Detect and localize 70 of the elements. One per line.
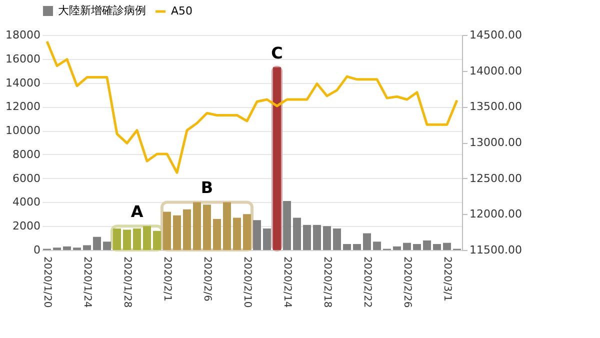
bar [123,230,131,250]
bar [193,202,201,250]
x-tick-label: 2020/2/18 [322,256,332,308]
bar [303,224,311,250]
y2-tick-label: 14500.00 [470,28,522,42]
bar [343,244,351,250]
x-tick-label: 2020/2/10 [242,256,252,308]
bar [93,236,101,250]
y-tick-label: 18000 [6,28,40,42]
bar [223,202,231,250]
bar [443,242,451,250]
y2-tick-label: 13000.00 [470,136,522,149]
x-tick-label: 2020/1/28 [122,256,132,308]
bar [133,228,141,250]
x-tick-label: 2020/2/22 [362,256,372,308]
y2-tick-label: 12000.00 [470,208,522,221]
bar [413,244,421,250]
x-tick-label: 2020/1/24 [82,256,92,308]
bar [323,226,331,250]
y-tick-label: 8000 [12,148,40,161]
annotation: A [130,202,144,222]
bar [393,246,401,250]
bar [253,220,261,250]
bar [353,244,361,250]
legend-label: A50 [171,4,193,18]
bar [423,240,431,250]
y-tick-label: 4000 [12,196,40,209]
bar [203,204,211,250]
bar [433,244,441,250]
x-tick-label: 2020/2/6 [202,256,212,302]
annotation: C [271,43,283,62]
bar [183,209,191,250]
line-series [46,40,458,174]
y2-tick-label: 11500.00 [470,244,522,256]
bar [263,228,271,250]
x-tick-label: 2020/2/26 [402,256,412,308]
y2-tick-label: 13500.00 [470,100,522,114]
x-tick-label: 2020/1/20 [42,256,52,308]
y2-tick-label: 14000.00 [470,64,522,78]
bar [213,218,221,250]
bar [403,242,411,250]
bar [103,242,111,250]
bar [313,224,321,250]
legend-label: 大陸新增確診病例 [58,4,146,17]
y-tick-label: 2000 [12,220,40,233]
bar [83,245,91,250]
bar [283,201,291,250]
y-tick-label: 10000 [6,124,40,138]
bar [363,233,371,250]
bar [63,246,71,250]
x-tick-label: 2020/2/14 [282,256,292,308]
y-tick-label: 6000 [12,172,40,185]
bar [233,218,241,250]
x-tick-label: 2020/2/1 [162,256,172,302]
x-tick-label: 2020/3/1 [442,256,452,302]
bar [373,242,381,250]
y-tick-label: 12000 [6,100,40,114]
y-tick-label: 14000 [6,76,40,90]
y2-tick-label: 12500.00 [470,172,522,185]
bar [173,215,181,250]
y-tick-label: 16000 [6,52,40,66]
y-tick-label: 0 [34,244,40,256]
bar [243,214,251,250]
bar [293,218,301,250]
bar [143,226,151,250]
bar [153,230,161,250]
annotation: B [200,178,214,198]
bar [163,212,171,250]
bar [333,228,341,250]
bar [113,228,121,250]
